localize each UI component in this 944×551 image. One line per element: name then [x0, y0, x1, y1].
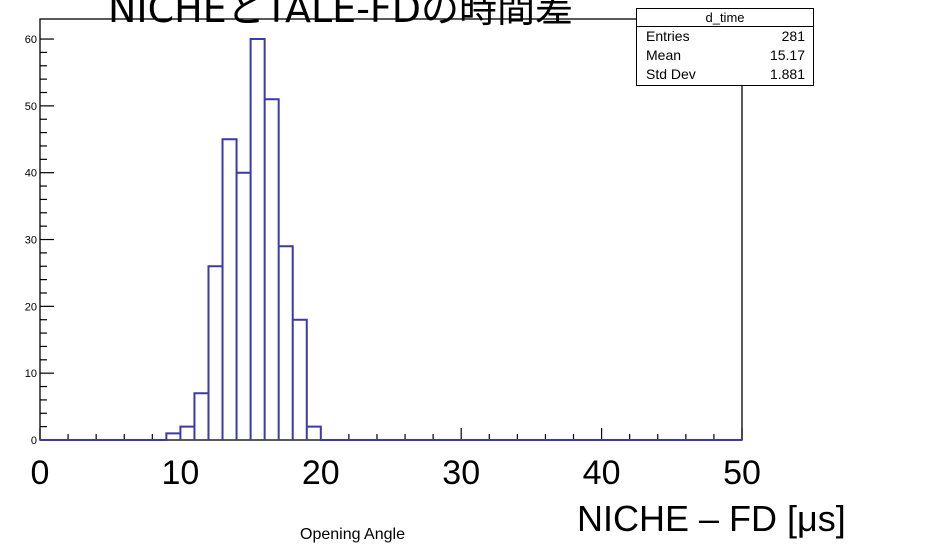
stats-mean-row: Mean 15.17 — [637, 46, 813, 65]
y-tick-label: 0 — [31, 435, 37, 447]
stats-entries-label: Entries — [646, 28, 690, 44]
stats-box: d_time Entries 281 Mean 15.17 Std Dev 1.… — [636, 8, 814, 86]
y-tick-label: 50 — [25, 101, 37, 113]
stats-std-value: 1.881 — [769, 66, 805, 82]
stats-std-row: Std Dev 1.881 — [637, 65, 813, 84]
histogram-line — [40, 38, 742, 441]
stats-mean-value: 15.17 — [769, 47, 805, 63]
stats-mean-label: Mean — [646, 47, 682, 63]
x-tick-label: 10 — [161, 454, 199, 492]
x-tick-label: 40 — [583, 454, 621, 492]
chart-title: NICHEとTALE-FDの時間差 — [108, 0, 574, 31]
y-tick-label: 10 — [25, 368, 37, 380]
x-tick-label: 30 — [442, 454, 480, 492]
y-tick-label: 40 — [25, 168, 37, 180]
x-tick-label: 50 — [723, 454, 761, 492]
y-tick-label: 30 — [25, 235, 37, 247]
x-axis: 0 10 20 30 40 50 — [31, 428, 761, 492]
x-tick-label: 20 — [302, 454, 340, 492]
stats-entries-value: 281 — [781, 28, 805, 44]
x-axis-secondary-title: Opening Angle — [300, 526, 405, 543]
stats-entries-row: Entries 281 — [637, 27, 813, 46]
stats-std-label: Std Dev — [646, 66, 696, 82]
x-axis-title: NICHE – FD [μs] — [577, 498, 846, 539]
x-tick-label: 0 — [31, 454, 50, 492]
stats-histogram-name: d_time — [637, 9, 813, 27]
y-tick-label: 20 — [25, 301, 37, 313]
y-tick-label: 60 — [25, 34, 37, 46]
